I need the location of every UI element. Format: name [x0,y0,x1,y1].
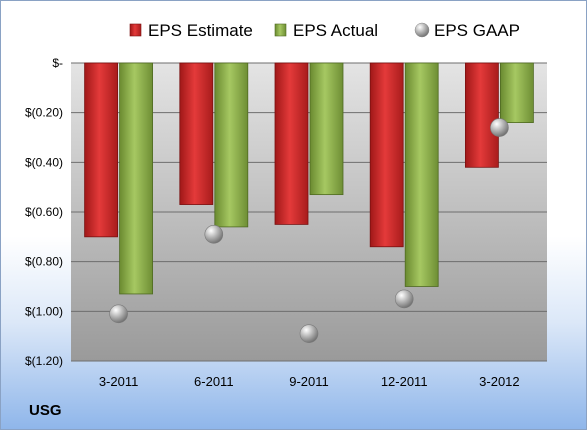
y-tick-label: $(0.20) [25,106,63,120]
bars [84,62,534,295]
bar-eps-actual-3-2011 [119,62,153,295]
x-tick-label: 3-2012 [479,374,519,389]
y-tick-label: $(0.60) [25,205,63,219]
point-eps-gaap-3-2012 [490,118,509,137]
legend-label: EPS Actual [293,21,378,40]
bar-eps-actual-12-2011 [404,62,439,287]
point-eps-gaap-9-2011 [299,324,319,343]
x-tick-label: 9-2011 [289,374,329,389]
company-label: USG [29,402,62,419]
gaap-points [109,118,509,343]
bar-eps-estimate-3-2012 [464,62,499,168]
point-eps-gaap-6-2011 [204,225,224,244]
y-tick-label: $(0.80) [25,255,63,269]
y-axis: $- $(0.20) $(0.40) $(0.60) $(0.80) $(1.00) $(1… [25,56,63,368]
legend-label: EPS GAAP [434,21,520,40]
bar-eps-estimate-6-2011 [179,62,214,205]
legend: EPS Estimate EPS Actual EPS GAAP [129,21,520,40]
y-tick-label: $(1.00) [25,304,63,318]
y-tick-label: $- [52,56,63,70]
x-tick-label: 3-2011 [99,374,139,389]
point-eps-gaap-3-2011 [109,304,128,324]
legend-swatch-eps-estimate [129,23,142,37]
bar-eps-actual-6-2011 [214,62,249,228]
legend-label: EPS Estimate [148,21,253,40]
bar-eps-estimate-3-2011 [84,62,118,238]
legend-swatch-eps-gaap [414,22,430,38]
bar-eps-actual-9-2011 [309,62,344,196]
bar-eps-estimate-12-2011 [369,62,404,248]
legend-swatch-eps-actual [274,23,287,37]
x-axis: 3-2011 6-2011 9-2011 12-2011 3-2012 [99,374,520,389]
y-tick-label: $(0.40) [25,155,63,169]
point-eps-gaap-12-2011 [394,289,414,309]
x-tick-label: 6-2011 [194,374,234,389]
x-tick-label: 12-2011 [381,374,428,389]
bar-eps-estimate-9-2011 [274,62,309,225]
bar-eps-actual-3-2012 [499,62,534,123]
y-tick-label: $(1.20) [25,354,63,368]
